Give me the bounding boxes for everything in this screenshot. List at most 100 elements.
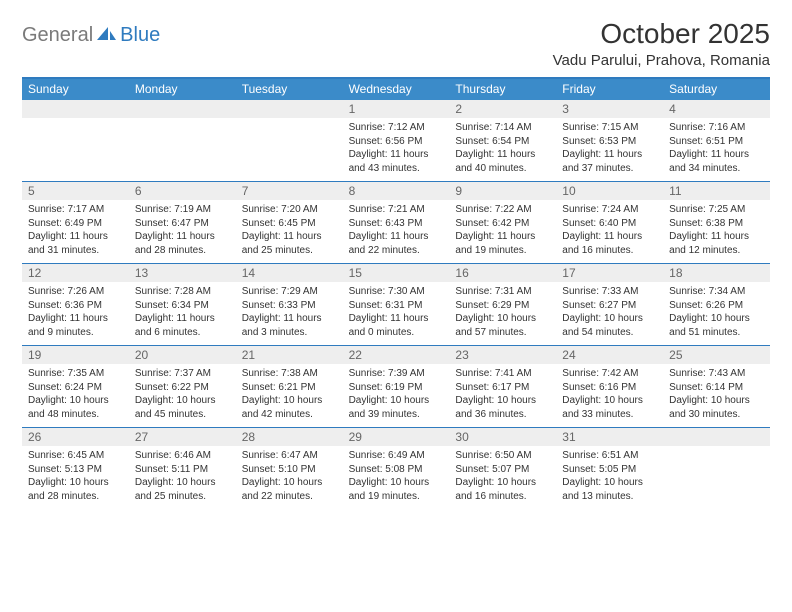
dow-monday: Monday [129, 79, 236, 100]
day-content: Sunrise: 7:29 AMSunset: 6:33 PMDaylight:… [236, 282, 343, 345]
day-content: Sunrise: 7:33 AMSunset: 6:27 PMDaylight:… [556, 282, 663, 345]
day-content: Sunrise: 7:16 AMSunset: 6:51 PMDaylight:… [663, 118, 770, 181]
dow-friday: Friday [556, 79, 663, 100]
day-cell: 25Sunrise: 7:43 AMSunset: 6:14 PMDayligh… [663, 346, 770, 427]
day-cell: 28Sunrise: 6:47 AMSunset: 5:10 PMDayligh… [236, 428, 343, 509]
sunset-line: Sunset: 6:36 PM [28, 299, 123, 313]
day-number: 7 [236, 182, 343, 200]
day-number: 29 [343, 428, 450, 446]
sunrise-line: Sunrise: 7:17 AM [28, 203, 123, 217]
day-content [129, 118, 236, 174]
weeks-container: 1Sunrise: 7:12 AMSunset: 6:56 PMDaylight… [22, 100, 770, 509]
sunset-line: Sunset: 6:22 PM [135, 381, 230, 395]
day-content: Sunrise: 7:42 AMSunset: 6:16 PMDaylight:… [556, 364, 663, 427]
day-number: 20 [129, 346, 236, 364]
sunrise-line: Sunrise: 7:33 AM [562, 285, 657, 299]
day-content: Sunrise: 7:20 AMSunset: 6:45 PMDaylight:… [236, 200, 343, 263]
day-number: 16 [449, 264, 556, 282]
sunset-line: Sunset: 6:56 PM [349, 135, 444, 149]
day-content: Sunrise: 7:15 AMSunset: 6:53 PMDaylight:… [556, 118, 663, 181]
day-number: 8 [343, 182, 450, 200]
sunrise-line: Sunrise: 7:25 AM [669, 203, 764, 217]
day-number: 18 [663, 264, 770, 282]
sunset-line: Sunset: 5:08 PM [349, 463, 444, 477]
daylight-line: Daylight: 10 hours and 48 minutes. [28, 394, 123, 421]
daylight-line: Daylight: 11 hours and 40 minutes. [455, 148, 550, 175]
daylight-line: Daylight: 11 hours and 16 minutes. [562, 230, 657, 257]
sunset-line: Sunset: 6:40 PM [562, 217, 657, 231]
daylight-line: Daylight: 10 hours and 22 minutes. [242, 476, 337, 503]
day-content: Sunrise: 7:39 AMSunset: 6:19 PMDaylight:… [343, 364, 450, 427]
day-content: Sunrise: 7:34 AMSunset: 6:26 PMDaylight:… [663, 282, 770, 345]
daylight-line: Daylight: 11 hours and 12 minutes. [669, 230, 764, 257]
sunset-line: Sunset: 6:33 PM [242, 299, 337, 313]
sunrise-line: Sunrise: 7:24 AM [562, 203, 657, 217]
daylight-line: Daylight: 11 hours and 28 minutes. [135, 230, 230, 257]
dow-wednesday: Wednesday [343, 79, 450, 100]
day-number: 15 [343, 264, 450, 282]
daylight-line: Daylight: 11 hours and 3 minutes. [242, 312, 337, 339]
daylight-line: Daylight: 11 hours and 9 minutes. [28, 312, 123, 339]
sunrise-line: Sunrise: 7:19 AM [135, 203, 230, 217]
daylight-line: Daylight: 10 hours and 19 minutes. [349, 476, 444, 503]
daylight-line: Daylight: 10 hours and 16 minutes. [455, 476, 550, 503]
sunset-line: Sunset: 6:54 PM [455, 135, 550, 149]
day-cell: 14Sunrise: 7:29 AMSunset: 6:33 PMDayligh… [236, 264, 343, 345]
day-number: 25 [663, 346, 770, 364]
day-cell: 29Sunrise: 6:49 AMSunset: 5:08 PMDayligh… [343, 428, 450, 509]
week-row: 1Sunrise: 7:12 AMSunset: 6:56 PMDaylight… [22, 100, 770, 181]
day-content: Sunrise: 7:31 AMSunset: 6:29 PMDaylight:… [449, 282, 556, 345]
sunset-line: Sunset: 6:38 PM [669, 217, 764, 231]
day-cell: 26Sunrise: 6:45 AMSunset: 5:13 PMDayligh… [22, 428, 129, 509]
day-content: Sunrise: 6:51 AMSunset: 5:05 PMDaylight:… [556, 446, 663, 509]
sunset-line: Sunset: 6:24 PM [28, 381, 123, 395]
sunrise-line: Sunrise: 6:45 AM [28, 449, 123, 463]
day-number: 1 [343, 100, 450, 118]
day-number: 10 [556, 182, 663, 200]
dow-tuesday: Tuesday [236, 79, 343, 100]
day-content: Sunrise: 7:21 AMSunset: 6:43 PMDaylight:… [343, 200, 450, 263]
brand-word-1: General [22, 24, 93, 47]
day-cell: 4Sunrise: 7:16 AMSunset: 6:51 PMDaylight… [663, 100, 770, 181]
day-content [22, 118, 129, 174]
daylight-line: Daylight: 10 hours and 30 minutes. [669, 394, 764, 421]
day-number: 30 [449, 428, 556, 446]
day-content: Sunrise: 7:12 AMSunset: 6:56 PMDaylight:… [343, 118, 450, 181]
day-cell [129, 100, 236, 181]
day-number: 12 [22, 264, 129, 282]
sunset-line: Sunset: 5:07 PM [455, 463, 550, 477]
sunrise-line: Sunrise: 7:29 AM [242, 285, 337, 299]
day-number: 14 [236, 264, 343, 282]
sunrise-line: Sunrise: 7:28 AM [135, 285, 230, 299]
day-cell: 2Sunrise: 7:14 AMSunset: 6:54 PMDaylight… [449, 100, 556, 181]
sunset-line: Sunset: 6:16 PM [562, 381, 657, 395]
sunrise-line: Sunrise: 7:30 AM [349, 285, 444, 299]
daylight-line: Daylight: 10 hours and 45 minutes. [135, 394, 230, 421]
day-cell: 23Sunrise: 7:41 AMSunset: 6:17 PMDayligh… [449, 346, 556, 427]
day-cell: 30Sunrise: 6:50 AMSunset: 5:07 PMDayligh… [449, 428, 556, 509]
daylight-line: Daylight: 11 hours and 31 minutes. [28, 230, 123, 257]
sunset-line: Sunset: 6:53 PM [562, 135, 657, 149]
sunset-line: Sunset: 6:51 PM [669, 135, 764, 149]
daylight-line: Daylight: 11 hours and 43 minutes. [349, 148, 444, 175]
sunset-line: Sunset: 6:42 PM [455, 217, 550, 231]
daylight-line: Daylight: 10 hours and 28 minutes. [28, 476, 123, 503]
sunrise-line: Sunrise: 7:42 AM [562, 367, 657, 381]
sunset-line: Sunset: 6:21 PM [242, 381, 337, 395]
sunrise-line: Sunrise: 6:46 AM [135, 449, 230, 463]
day-number: 11 [663, 182, 770, 200]
day-cell: 19Sunrise: 7:35 AMSunset: 6:24 PMDayligh… [22, 346, 129, 427]
sunrise-line: Sunrise: 7:22 AM [455, 203, 550, 217]
day-number: 22 [343, 346, 450, 364]
brand-word-2: Blue [120, 24, 160, 47]
day-cell: 16Sunrise: 7:31 AMSunset: 6:29 PMDayligh… [449, 264, 556, 345]
sunrise-line: Sunrise: 7:12 AM [349, 121, 444, 135]
daylight-line: Daylight: 11 hours and 34 minutes. [669, 148, 764, 175]
day-cell: 31Sunrise: 6:51 AMSunset: 5:05 PMDayligh… [556, 428, 663, 509]
sunset-line: Sunset: 5:11 PM [135, 463, 230, 477]
day-cell: 13Sunrise: 7:28 AMSunset: 6:34 PMDayligh… [129, 264, 236, 345]
day-cell: 20Sunrise: 7:37 AMSunset: 6:22 PMDayligh… [129, 346, 236, 427]
day-content [236, 118, 343, 174]
day-cell: 10 Sunrise: 7:24 AMSunset: 6:40 PMDayligh… [556, 182, 663, 263]
sunrise-line: Sunrise: 7:38 AM [242, 367, 337, 381]
